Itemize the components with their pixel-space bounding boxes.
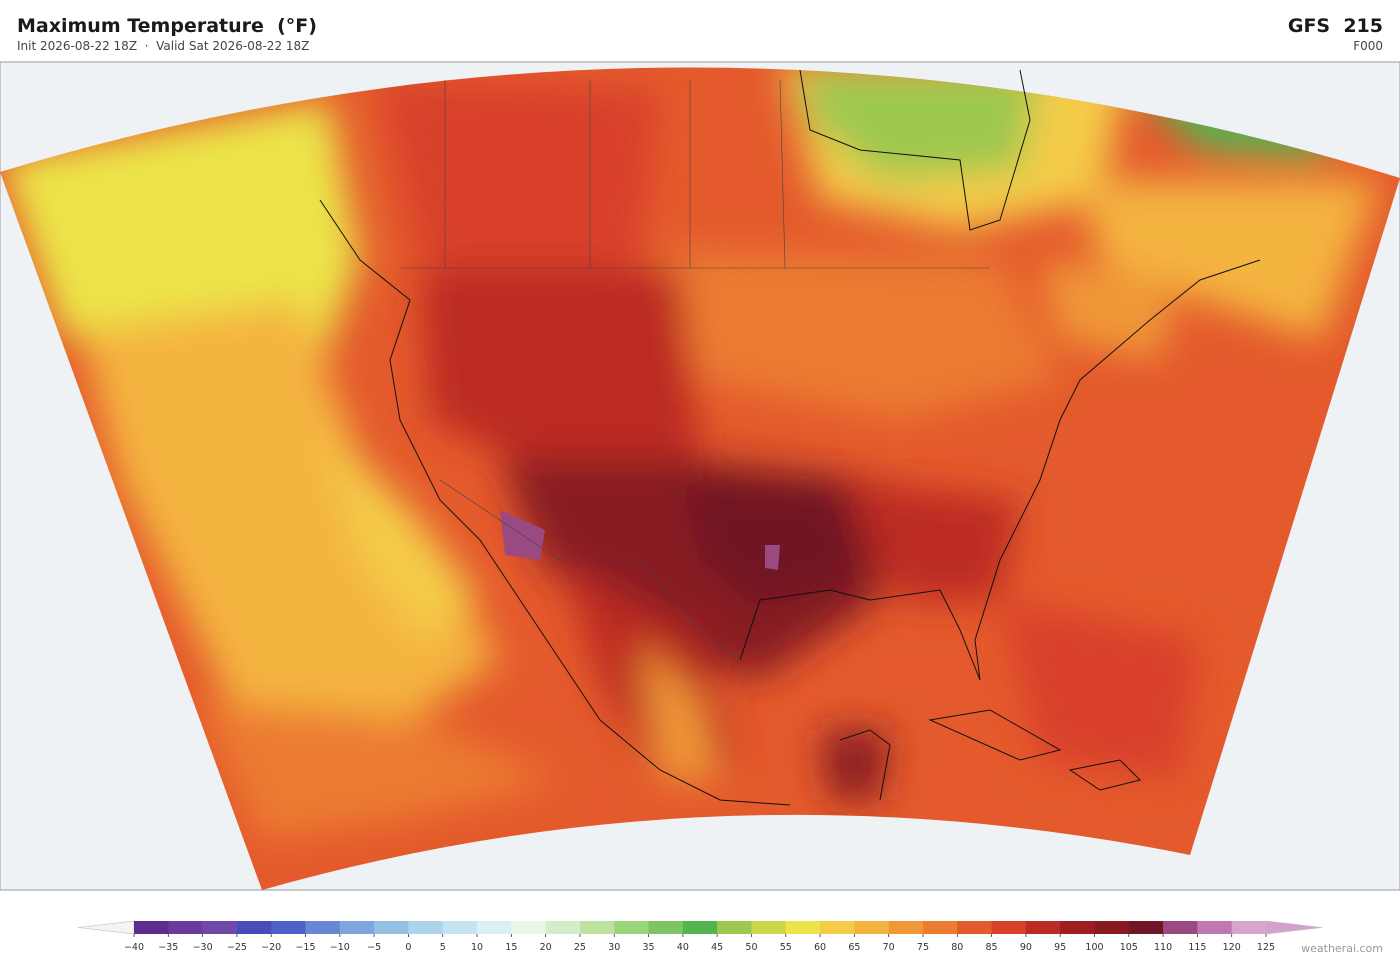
colorbar-bin	[717, 921, 752, 934]
colorbar-tick-label: 125	[1257, 942, 1275, 953]
colorbar-bin	[648, 921, 684, 934]
colorbar-tick-label: 120	[1223, 942, 1241, 953]
colorbar-tick-label: −20	[261, 942, 281, 953]
colorbar-bin	[614, 921, 649, 934]
colorbar-under	[77, 920, 135, 935]
colorbar-bin	[339, 921, 375, 934]
colorbar-tick-label: 10	[471, 942, 483, 953]
colorbar-tick-label: 50	[745, 942, 757, 953]
colorbar-tick-label: 0	[405, 942, 411, 953]
colorbar-bin	[477, 921, 512, 934]
colorbar-tick-label: 105	[1120, 942, 1138, 953]
colorbar-tick-label: 95	[1054, 942, 1066, 953]
colorbar-tick-label: 90	[1020, 942, 1032, 953]
colorbar-bin	[957, 921, 992, 934]
colorbar-bin	[271, 921, 306, 934]
colorbar-bin	[305, 921, 341, 934]
colorbar: −40 −35 −30 −25 −20 −15 −10 −5 0 5 10 15 20 25 30 35 40 4…	[77, 920, 1323, 953]
colorbar-bin	[408, 921, 444, 934]
colorbar-tick-label: 35	[642, 942, 654, 953]
colorbar-bin	[1231, 921, 1267, 934]
coastlines	[319, 69, 1261, 806]
colorbar-bin	[1094, 921, 1130, 934]
temperature-field	[0, 67, 1400, 891]
colorbar-bin	[820, 921, 855, 934]
colorbar-tick-label: 40	[677, 942, 689, 953]
colorbar-tick-label: 55	[780, 942, 792, 953]
colorbar-bin	[888, 921, 924, 934]
colorbar-bin	[545, 921, 581, 934]
colorbar-tick-label: 45	[711, 942, 723, 953]
title: Maximum Temperature (°F)	[17, 15, 317, 37]
colorbar-bin	[374, 921, 409, 934]
colorbar-bin	[682, 921, 718, 934]
colorbar-bin	[785, 921, 821, 934]
colorbar-bin	[168, 921, 203, 934]
credit: weatherai.com	[1301, 942, 1383, 955]
colorbar-tick-label: 80	[951, 942, 963, 953]
colorbar-bin	[1060, 921, 1095, 934]
colorbar-tick-label: 110	[1154, 942, 1172, 953]
colorbar-bin	[511, 921, 546, 934]
colorbar-bin	[1025, 921, 1061, 934]
colorbar-bin	[1197, 921, 1232, 934]
colorbar-tick-label: 75	[917, 942, 929, 953]
colorbar-tick-label: 70	[883, 942, 895, 953]
colorbar-tick-label: −5	[367, 942, 381, 953]
colorbar-bin	[1128, 921, 1164, 934]
colorbar-bin	[202, 921, 238, 934]
colorbar-bin	[579, 921, 615, 934]
colorbar-tick-label: 5	[440, 942, 446, 953]
colorbar-tick-label: −15	[295, 942, 315, 953]
colorbar-tick-label: 60	[814, 942, 826, 953]
colorbar-bin	[751, 921, 787, 934]
forecast-hour: F000	[1353, 39, 1383, 53]
colorbar-bin	[236, 921, 272, 934]
colorbar-bin	[922, 921, 958, 934]
model-label: GFS 215	[1287, 15, 1383, 37]
colorbar-tick-label: 85	[986, 942, 998, 953]
colorbar-bin	[442, 921, 478, 934]
colorbar-tick-label: −25	[227, 942, 247, 953]
colorbar-tick-label: −40	[124, 942, 144, 953]
colorbar-tick-label: 115	[1188, 942, 1206, 953]
colorbar-tick-label: −35	[158, 942, 178, 953]
colorbar-tick-label: 30	[608, 942, 620, 953]
colorbar-tick-label: 15	[505, 942, 517, 953]
colorbar-tick-label: 100	[1085, 942, 1103, 953]
colorbar-bin	[991, 921, 1027, 934]
colorbar-over	[1265, 920, 1323, 935]
colorbar-tick-label: 20	[540, 942, 552, 953]
subtitle: Init 2026-08-22 18Z · Valid Sat 2026-08-…	[17, 39, 310, 53]
borders	[400, 79, 990, 661]
colorbar-bin	[134, 921, 169, 934]
colorbar-tick-label: 25	[574, 942, 586, 953]
colorbar-tick-label: −10	[330, 942, 350, 953]
colorbar-bin	[854, 921, 889, 934]
colorbar-tick-label: −30	[193, 942, 213, 953]
colorbar-bin	[1163, 921, 1198, 934]
colorbar-tick-label: 65	[848, 942, 860, 953]
